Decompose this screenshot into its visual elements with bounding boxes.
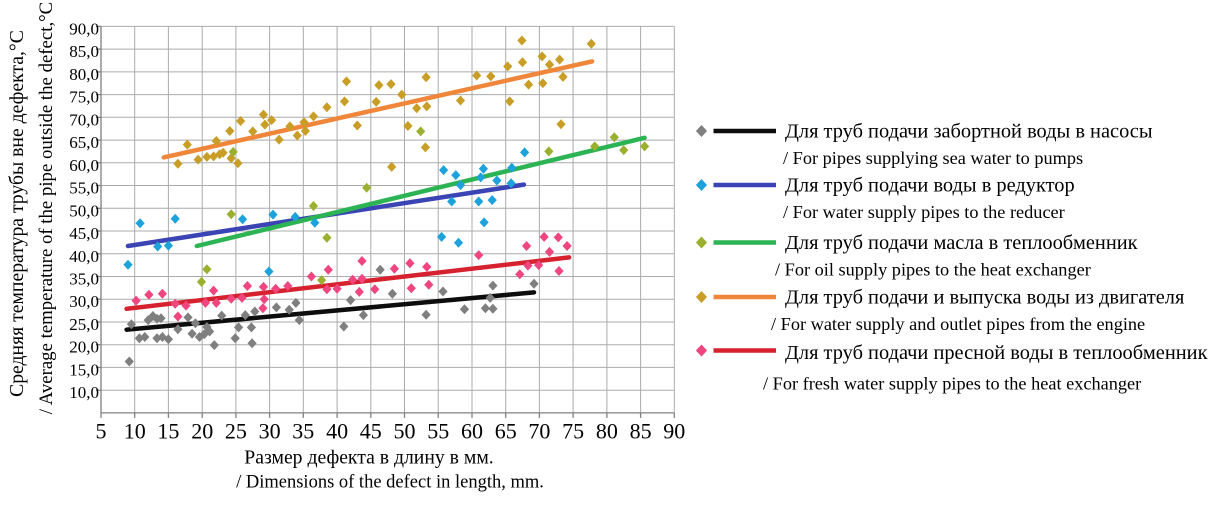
- svg-text:10: 10: [124, 418, 146, 443]
- svg-text:75,0: 75,0: [69, 88, 99, 107]
- svg-text:Для труб подачи и выпуска воды: Для труб подачи и выпуска воды из двигат…: [785, 287, 1185, 309]
- svg-text:25,0: 25,0: [69, 315, 99, 334]
- svg-text:5: 5: [96, 418, 107, 443]
- svg-text:Средняя температура трубы вне: Средняя температура трубы вне дефекта,°C: [6, 30, 28, 397]
- svg-text:70: 70: [528, 418, 550, 443]
- svg-text:65: 65: [495, 418, 517, 443]
- svg-text:50: 50: [394, 418, 416, 443]
- svg-text:55,0: 55,0: [69, 179, 99, 198]
- svg-text:35: 35: [292, 418, 314, 443]
- svg-text:75: 75: [562, 418, 584, 443]
- svg-text:Для труб подачи забортной воды: Для труб подачи забортной воды в насосы: [785, 121, 1153, 143]
- svg-text:/ For pipes supplying sea wate: / For pipes supplying sea water to pumps: [783, 148, 1083, 168]
- svg-text:/ Average temperature of the p: / Average temperature of the pipe outsid…: [36, 2, 57, 414]
- svg-text:/ For fresh water supply pipes: / For fresh water supply pipes to the he…: [763, 374, 1141, 394]
- svg-text:Для труб подачи воды в редукто: Для труб подачи воды в редуктор: [785, 175, 1075, 197]
- svg-text:40,0: 40,0: [69, 247, 99, 266]
- svg-text:45,0: 45,0: [69, 224, 99, 243]
- svg-text:/ For oil supply pipes to the: / For oil supply pipes to the heat excha…: [775, 260, 1091, 280]
- svg-text:15,0: 15,0: [69, 360, 99, 379]
- svg-text:15: 15: [157, 418, 179, 443]
- svg-text:Размер дефекта в длину в мм.: Размер дефекта в длину в мм.: [244, 446, 493, 468]
- svg-text:40: 40: [326, 418, 348, 443]
- svg-text:20,0: 20,0: [69, 338, 99, 357]
- svg-text:55: 55: [427, 418, 449, 443]
- svg-text:25: 25: [225, 418, 247, 443]
- svg-text:/ Dimensions of the defect in: / Dimensions of the defect in length, mm…: [236, 473, 544, 493]
- svg-text:10,0: 10,0: [69, 383, 99, 402]
- svg-text:90,0: 90,0: [69, 19, 99, 38]
- svg-text:Для труб подачи масла в теплоо: Для труб подачи масла в теплообменник: [785, 232, 1138, 254]
- svg-text:85: 85: [630, 418, 652, 443]
- svg-text:60: 60: [461, 418, 483, 443]
- svg-text:90: 90: [663, 418, 685, 443]
- svg-text:80: 80: [596, 418, 618, 443]
- svg-text:20: 20: [191, 418, 213, 443]
- svg-text:85,0: 85,0: [69, 42, 99, 61]
- svg-text:60,0: 60,0: [69, 156, 99, 175]
- svg-text:/ For water supply and outlet: / For water supply and outlet pipes from…: [771, 314, 1145, 334]
- svg-text:30,0: 30,0: [69, 292, 99, 311]
- svg-text:45: 45: [360, 418, 382, 443]
- svg-text:80,0: 80,0: [69, 65, 99, 84]
- svg-text:50,0: 50,0: [69, 201, 99, 220]
- svg-text:/ For water supply pipes to th: / For water supply pipes to the reducer: [783, 202, 1065, 222]
- svg-text:65,0: 65,0: [69, 133, 99, 152]
- svg-text:Для труб подачи пресной воды в: Для труб подачи пресной воды в теплообме…: [785, 342, 1208, 364]
- svg-text:30: 30: [259, 418, 281, 443]
- svg-text:70,0: 70,0: [69, 110, 99, 129]
- svg-text:35,0: 35,0: [69, 270, 99, 289]
